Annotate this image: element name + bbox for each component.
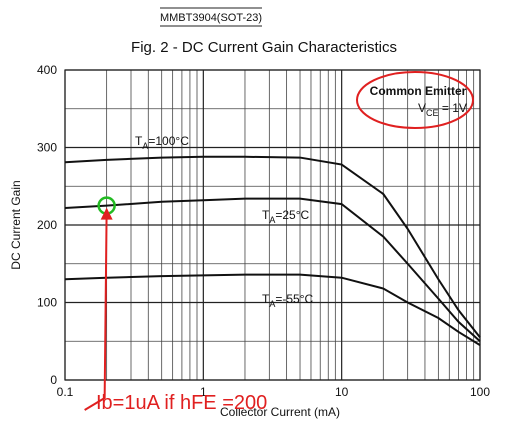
series-label-main: T <box>262 292 270 306</box>
header: MMBT3904(SOT-23) <box>160 12 262 24</box>
x-tick-label: 1 <box>200 385 207 399</box>
condition-sub: CE <box>426 108 439 118</box>
plot-area <box>64 69 481 381</box>
chart-title: Fig. 2 - DC Current Gain Characteristics <box>131 39 397 56</box>
y-tick-label: 400 <box>37 63 57 77</box>
condition-ellipse <box>356 71 474 129</box>
series-label-rest: =100°C <box>148 134 189 148</box>
highlight-arrowhead <box>100 207 113 220</box>
x-tick-label: 10 <box>335 385 349 399</box>
series-label: TA=25°C <box>262 208 310 225</box>
condition-main: V <box>418 101 426 115</box>
series-label-rest: =25°C <box>275 208 309 222</box>
condition-line: Common Emitter <box>370 84 467 98</box>
series-label-main: T <box>262 208 270 222</box>
y-tick-label: 200 <box>37 218 57 232</box>
series-label-sub: A <box>269 299 275 309</box>
y-axis-label: DC Current Gain <box>9 180 23 269</box>
condition-vce: VCE = 1V <box>418 101 467 118</box>
series-line <box>64 197 481 342</box>
x-tick-label: 0.1 <box>57 385 74 399</box>
plot-frame <box>64 69 481 381</box>
y-tick-label: 100 <box>37 296 57 310</box>
condition-rest: = 1V <box>439 101 467 115</box>
series-label: TA=100°C <box>135 134 189 151</box>
y-tick-label: 0 <box>50 373 57 387</box>
y-tick-label: 300 <box>37 141 57 155</box>
series-line <box>64 273 481 346</box>
series-label-main: T <box>135 134 143 148</box>
series-line <box>64 155 481 338</box>
series-label-sub: A <box>142 141 148 151</box>
highlight-text: Ib=1uA if hFE =200 <box>96 392 267 414</box>
series-label: TA=-55°C <box>262 292 314 309</box>
series-label-rest: =-55°C <box>275 292 313 306</box>
x-axis-label: Collector Current (mA) <box>220 405 340 419</box>
x-tick-label: 100 <box>470 385 490 399</box>
series-label-sub: A <box>269 215 275 225</box>
highlight-arrow <box>84 209 108 411</box>
